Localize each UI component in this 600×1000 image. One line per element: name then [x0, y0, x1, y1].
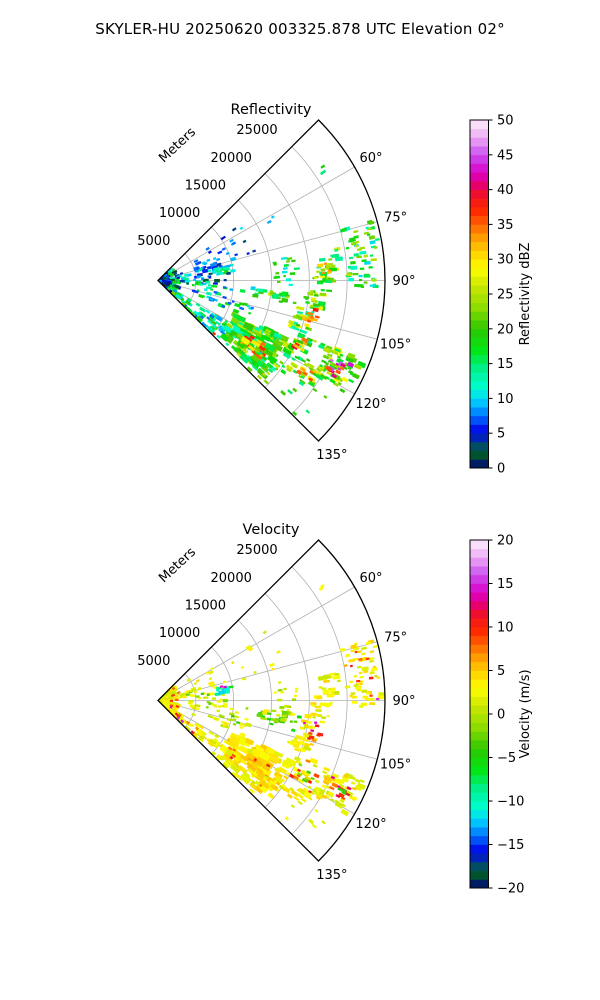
- colorbar-gradient: [470, 540, 489, 889]
- colorbar-gradient: [470, 120, 489, 469]
- colorbar-tick-label: 0: [497, 462, 505, 477]
- azimuth-tick-label: 120°: [355, 817, 386, 832]
- colorbar-tick-label: −10: [497, 795, 524, 810]
- range-ring-label: 10000: [159, 206, 200, 221]
- colorbar-tick-label: −20: [497, 882, 524, 897]
- colorbar-tick-label: −15: [497, 838, 524, 853]
- colorbar-title: Velocity (m/s): [518, 669, 533, 758]
- radial-axis-title: Meters: [156, 125, 199, 166]
- range-ring-label: 25000: [236, 543, 277, 558]
- range-ring-label: 15000: [185, 179, 226, 194]
- colorbar-tick-label: 45: [497, 148, 514, 163]
- azimuth-tick-label: 135°: [316, 868, 347, 883]
- azimuth-tick-label: 105°: [380, 758, 411, 773]
- range-ring-label: 20000: [211, 151, 252, 166]
- reflectivity-panel: Reflectivity 5000 10000 15000 20000 25000 Mete…: [0, 88, 600, 500]
- colorbar-tick-label: 30: [497, 253, 514, 268]
- echo-cells: [158, 164, 380, 416]
- colorbar-tick-label: 5: [497, 427, 505, 442]
- colorbar-ticks: [488, 539, 493, 889]
- range-ring-label: 5000: [137, 234, 170, 249]
- radial-axis-title: Meters: [156, 545, 199, 586]
- azimuth-tick-label: 90°: [392, 694, 415, 709]
- colorbar-tick-label: 10: [497, 621, 514, 636]
- colorbar-tick-label: 50: [497, 114, 514, 129]
- panel-title: Velocity: [243, 522, 300, 538]
- azimuth-tick-label: 120°: [355, 397, 386, 412]
- colorbar-tick-label: 0: [497, 708, 505, 723]
- colorbar-ticks: [488, 119, 493, 469]
- colorbar-tick-label: 40: [497, 183, 514, 198]
- colorbar: 0 5 10 15 20 25 30 35 40 45 50 Reflectivity dBZ: [469, 114, 533, 477]
- range-ring-label: 25000: [236, 123, 277, 138]
- azimuth-tick-label: 75°: [384, 210, 407, 225]
- range-ring-label: 20000: [211, 571, 252, 586]
- range-ring-label: 5000: [137, 654, 170, 669]
- azimuth-tick-label: 90°: [392, 274, 415, 289]
- figure-title: SKYLER-HU 20250620 003325.878 UTC Elevat…: [95, 20, 505, 38]
- reflectivity-plot: Reflectivity 5000 10000 15000 20000 25000 Mete…: [137, 102, 533, 477]
- sector-outline: [157, 539, 386, 862]
- sector-outline: [157, 119, 386, 442]
- velocity-plot: Velocity 5000 10000 15000 20000 25000 Meters 60…: [137, 522, 533, 897]
- colorbar: −20 −15 −10 −5 0 5 10 15 20 Velocity (m/s): [469, 534, 533, 897]
- colorbar-tick-label: 5: [497, 664, 505, 679]
- azimuth-spoke: [157, 700, 378, 760]
- colorbar-tick-label: 15: [497, 357, 514, 372]
- azimuth-tick-label: 135°: [316, 448, 347, 463]
- colorbar-title: Reflectivity dBZ: [518, 243, 533, 346]
- azimuth-spoke: [157, 166, 355, 281]
- azimuth-tick-label: 60°: [359, 571, 382, 586]
- colorbar-tick-label: 10: [497, 392, 514, 407]
- range-ring-label: 15000: [185, 599, 226, 614]
- azimuth-spoke: [157, 586, 355, 701]
- panel-title: Reflectivity: [231, 102, 312, 118]
- azimuth-tick-label: 105°: [380, 338, 411, 353]
- echo-cells: [158, 583, 385, 829]
- range-ring-label: 10000: [159, 626, 200, 641]
- colorbar-tick-label: 15: [497, 577, 514, 592]
- colorbar-tick-label: 20: [497, 534, 514, 549]
- colorbar-tick-label: 35: [497, 218, 514, 233]
- colorbar-tick-label: −5: [497, 751, 516, 766]
- azimuth-tick-label: 75°: [384, 630, 407, 645]
- colorbar-tick-label: 20: [497, 322, 514, 337]
- azimuth-tick-label: 60°: [359, 151, 382, 166]
- colorbar-tick-label: 25: [497, 288, 514, 303]
- velocity-panel: Velocity 5000 10000 15000 20000 25000 Meters 60…: [0, 508, 600, 920]
